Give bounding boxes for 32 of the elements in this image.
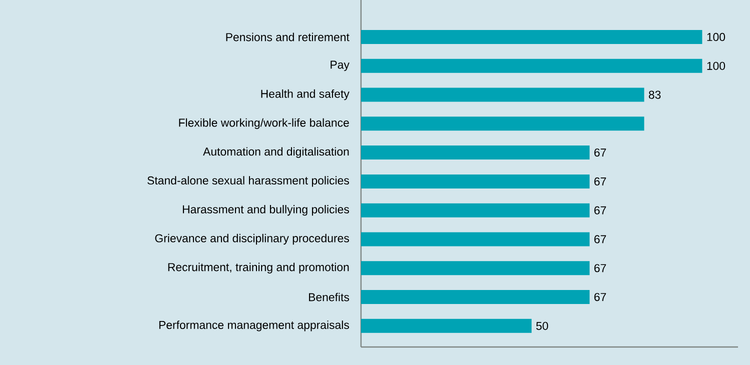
bar xyxy=(361,174,590,188)
bar xyxy=(361,290,590,304)
bar xyxy=(361,261,590,276)
data-label: 50 xyxy=(536,322,548,330)
y-tick-label: Pensions and retirement xyxy=(226,32,350,42)
y-tick-label: Health and safety xyxy=(261,89,350,100)
bar xyxy=(361,318,532,333)
y-tick-label: Benefits xyxy=(309,292,350,302)
data-label: 67 xyxy=(594,264,606,272)
bar xyxy=(361,146,590,160)
y-tick-label: Flexible working/work-life balance xyxy=(179,118,349,129)
y-tick-label: Automation and digitalisation xyxy=(203,147,349,158)
y-tick-label: Harassment and bullying policies xyxy=(182,205,350,216)
y-tick-label: Recruitment, training and promotion xyxy=(168,262,349,274)
y-tick-label: Performance management appraisals xyxy=(159,320,350,332)
data-label: 100 xyxy=(707,32,726,42)
bar xyxy=(361,88,644,102)
y-tick-label: Grievance and disciplinary procedures xyxy=(155,234,350,245)
data-label: 83 xyxy=(648,90,661,99)
bar xyxy=(361,30,702,44)
bar xyxy=(361,58,702,73)
data-label: 100 xyxy=(707,62,726,70)
bar xyxy=(361,232,590,246)
y-tick-label: Stand-alone sexual harassment policies xyxy=(147,176,350,187)
data-label: 67 xyxy=(594,235,606,244)
y-tick-label: Pay xyxy=(330,60,350,72)
data-label: 67 xyxy=(594,292,606,302)
data-label: 67 xyxy=(594,177,606,186)
bar xyxy=(361,203,590,218)
data-label: 67 xyxy=(594,206,606,214)
bar xyxy=(361,116,644,131)
data-label: 67 xyxy=(594,148,606,157)
